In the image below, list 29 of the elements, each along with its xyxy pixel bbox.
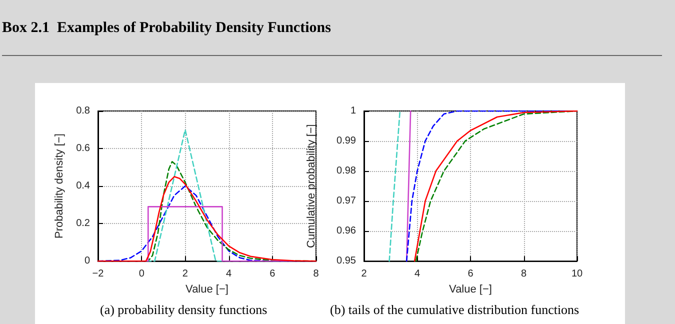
x-tick-label: 10: [571, 268, 583, 280]
x-tick-label: 4: [414, 268, 420, 280]
y-tick-label: 0.8: [76, 106, 90, 116]
y-axis-title: Cumulative probability [−]: [306, 124, 318, 248]
x-tick-label: 4: [226, 268, 232, 280]
text: (a) probability density functions: [100, 302, 268, 318]
x-tick-label: 6: [270, 268, 276, 280]
x-tick-label: 6: [468, 268, 474, 280]
y-tick-label: 1: [350, 106, 356, 116]
y-axis-title: Probability density [−]: [54, 134, 66, 238]
chart-title: Box 2.1 Examples of Probability Density Functions: [2, 20, 331, 37]
text: (b) tails of the cumulative distribution functions: [330, 302, 580, 318]
x-tick-label: 2: [182, 268, 188, 280]
x-tick-label: 2: [361, 268, 368, 280]
y-tick-label: 0: [84, 256, 90, 267]
y-tick-label: 0.95: [336, 256, 356, 267]
y-tick-label: 0.2: [76, 218, 90, 230]
y-tick-label: 0.99: [336, 136, 356, 147]
x-tick-label: 8: [313, 268, 320, 280]
y-tick-label: 0.97: [336, 196, 356, 207]
y-tick-label: 0.98: [336, 166, 356, 177]
x-axis-title: Value [−]: [449, 284, 492, 296]
x-tick-label: −2: [92, 268, 104, 280]
x-tick-label: 8: [520, 268, 527, 280]
y-tick-label: 0.4: [76, 180, 90, 192]
y-tick-label: 0.6: [76, 143, 90, 154]
x-tick-label: 0: [138, 268, 145, 280]
x-axis-title: Value [−]: [186, 284, 228, 296]
y-tick-label: 0.96: [336, 226, 356, 237]
